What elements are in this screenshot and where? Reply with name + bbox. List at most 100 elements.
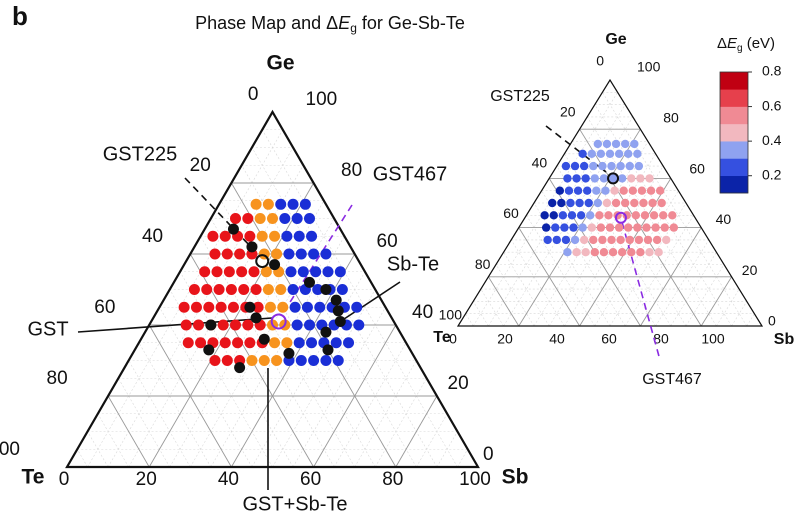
minor-grid-line: [541, 190, 626, 327]
minor-grid-line: [533, 141, 649, 327]
data-point: [655, 186, 665, 195]
data-point: [602, 139, 612, 149]
annotation-label: GST225: [490, 88, 550, 105]
data-point: [659, 211, 668, 220]
data-point: [227, 223, 239, 235]
data-point: [541, 223, 551, 232]
tick-label: 80: [47, 368, 68, 389]
data-point: [616, 161, 625, 171]
corner-label: Ge: [605, 31, 626, 48]
data-point: [283, 347, 295, 359]
data-point: [301, 301, 313, 313]
data-point: [219, 337, 231, 349]
data-point: [287, 198, 299, 210]
data-point: [668, 211, 677, 220]
data-point: [230, 319, 242, 331]
data-point: [583, 186, 592, 195]
data-point: [203, 344, 215, 356]
data-point: [291, 213, 303, 224]
minor-grid-line: [138, 342, 212, 468]
data-point: [250, 284, 262, 295]
data-point: [611, 198, 621, 208]
data-point: [569, 223, 578, 232]
colorbar-tick-label: 0.8: [762, 63, 782, 79]
data-point: [607, 235, 616, 245]
minor-grid-line: [251, 271, 366, 468]
data-point: [314, 301, 326, 313]
data-point: [334, 266, 346, 278]
data-point: [209, 248, 221, 260]
data-point: [567, 211, 577, 220]
data-point: [291, 319, 303, 331]
minor-grid-line: [556, 165, 656, 327]
tick-label: 0: [768, 313, 776, 329]
annotation-label: GST467: [642, 371, 702, 388]
data-point: [293, 230, 305, 242]
colorbar-label-part: E: [727, 35, 738, 52]
data-point: [651, 223, 660, 232]
data-point: [643, 235, 653, 245]
data-point: [234, 248, 246, 260]
data-point: [203, 301, 215, 313]
minor-grid-line: [77, 449, 88, 468]
data-point: [201, 284, 213, 295]
data-point: [563, 174, 572, 183]
data-point: [275, 198, 287, 210]
data-point: [353, 319, 365, 331]
tick-label: 40: [142, 226, 163, 247]
data-point: [303, 276, 315, 288]
data-point: [660, 223, 669, 232]
data-point: [287, 284, 299, 295]
minor-grid-line: [261, 129, 458, 468]
data-point: [320, 284, 332, 295]
tick-label: 20: [190, 155, 211, 176]
data-point: [654, 248, 663, 257]
data-point: [308, 248, 320, 260]
colorbar-tick-label: 0.6: [762, 97, 782, 113]
data-point: [330, 294, 342, 306]
minor-grid-line: [159, 307, 253, 468]
tick-label: 20: [742, 262, 758, 278]
tick-label: 0: [449, 331, 457, 347]
data-point: [310, 266, 322, 278]
minor-grid-line: [526, 215, 596, 327]
data-point: [633, 223, 642, 232]
minor-grid-line: [746, 313, 755, 327]
tick-label: 60: [377, 231, 398, 252]
data-point: [188, 284, 200, 295]
data-point: [232, 337, 244, 349]
data-point: [295, 248, 307, 260]
data-point: [211, 266, 223, 278]
data-point: [262, 284, 274, 295]
data-point: [246, 241, 258, 253]
data-point: [625, 161, 634, 171]
data-point: [285, 266, 297, 278]
minor-grid-line: [87, 129, 284, 468]
data-point: [283, 248, 295, 260]
data-point: [234, 362, 246, 374]
colorbar-band: [720, 123, 748, 142]
data-point: [322, 266, 334, 278]
grid-line: [313, 324, 397, 468]
data-point: [306, 230, 318, 242]
tick-label: 20: [560, 104, 576, 120]
corner-label: Te: [22, 466, 45, 489]
annotation-line: [284, 204, 353, 311]
data-point: [561, 161, 571, 171]
tick-label: 60: [601, 331, 617, 347]
data-point: [560, 223, 569, 232]
corner-label: Te: [433, 329, 451, 346]
data-point: [209, 355, 221, 366]
reference-marker: [614, 211, 627, 224]
data-point: [295, 355, 307, 366]
data-point: [599, 248, 609, 257]
minor-grid-line: [655, 239, 710, 327]
data-point: [607, 161, 616, 171]
data-point: [557, 198, 566, 208]
data-point: [637, 186, 647, 195]
data-point: [264, 301, 276, 313]
data-point: [578, 223, 587, 232]
data-point: [254, 213, 266, 224]
data-point: [645, 248, 654, 257]
data-point: [543, 235, 552, 245]
